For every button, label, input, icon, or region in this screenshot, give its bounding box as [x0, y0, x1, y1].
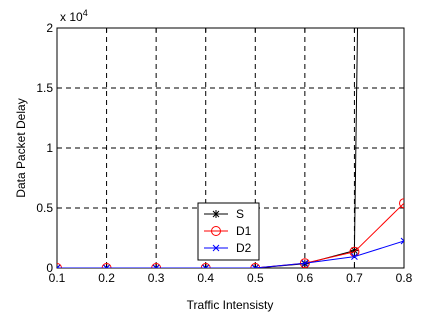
y-tick-label: 1.5	[36, 81, 53, 95]
legend-label: S	[236, 207, 244, 221]
legend-marker	[212, 244, 220, 252]
legend-item-s: S	[204, 207, 244, 221]
series-d2-point	[400, 237, 404, 245]
marker-shape	[212, 210, 220, 218]
series-d1-point	[399, 198, 404, 209]
y-axis-exponent-power: 4	[83, 8, 88, 18]
marker-shape	[250, 263, 261, 268]
marker-shape	[103, 264, 110, 268]
marker-shape	[101, 263, 112, 268]
series-d1-line	[57, 202, 404, 268]
legend-marker	[211, 226, 221, 236]
y-tick-label: 0	[46, 261, 53, 275]
y-axis-exponent-base: x 10	[60, 10, 83, 24]
marker-shape	[151, 263, 162, 268]
legend-item-d1: D1	[204, 224, 252, 238]
series-d2-point	[351, 253, 358, 260]
marker-shape	[301, 259, 309, 267]
x-tick-label: 0.3	[148, 271, 165, 285]
x-tick-label: 0.1	[49, 271, 66, 285]
marker-shape	[211, 226, 221, 236]
series-d1-point	[151, 263, 162, 268]
y-tick-label: 0.5	[36, 201, 53, 215]
legend: S D1 D2	[197, 202, 260, 261]
series-d2-point	[103, 264, 110, 268]
x-tick-label: 0.4	[197, 271, 214, 285]
legend-label: D2	[236, 241, 252, 255]
x-tick-label: 0.2	[98, 271, 115, 285]
marker-shape	[202, 264, 210, 268]
marker-shape	[399, 198, 404, 209]
series-d1-point	[200, 263, 211, 268]
x-tick-label: 0.6	[297, 271, 314, 285]
y-axis-label: Data Packet Delay	[14, 98, 28, 197]
series-layer	[57, 28, 404, 268]
series-d2-point	[202, 264, 210, 268]
axis-ticks: 0.1 0.2 0.3 0.4 0.5 0.6 0.7 0.8 0 0.5 1 1.5 2	[36, 21, 412, 285]
marker-shape	[400, 237, 404, 245]
x-axis-label: Traffic Intensisty	[187, 298, 274, 312]
series-d2	[57, 237, 404, 268]
legend-item-d2: D2	[204, 241, 252, 255]
y-axis-exponent: x 104	[60, 8, 88, 24]
series-d2-point	[57, 264, 61, 268]
series-d2-point	[251, 264, 259, 268]
series-d2-line	[57, 240, 404, 268]
marker-shape	[200, 263, 211, 268]
marker-shape	[152, 264, 160, 268]
series-s-line	[57, 28, 359, 268]
y-tick-label: 1	[46, 141, 53, 155]
y-tick-label: 2	[46, 21, 53, 35]
marker-shape	[57, 264, 61, 268]
series-d2-point	[301, 259, 309, 267]
marker-shape	[251, 264, 259, 268]
legend-marker	[212, 210, 220, 218]
marker-shape	[212, 244, 220, 252]
series-d1-point	[250, 263, 261, 268]
marker-shape	[351, 253, 358, 260]
x-tick-label: 0.7	[346, 271, 363, 285]
marker-shape	[350, 246, 359, 255]
series-d1-point	[101, 263, 112, 268]
x-tick-label: 0.8	[396, 271, 413, 285]
series-d2-point	[152, 264, 160, 268]
legend-label: D1	[236, 224, 252, 238]
series-s-point	[350, 246, 359, 255]
x-tick-label: 0.5	[247, 271, 264, 285]
